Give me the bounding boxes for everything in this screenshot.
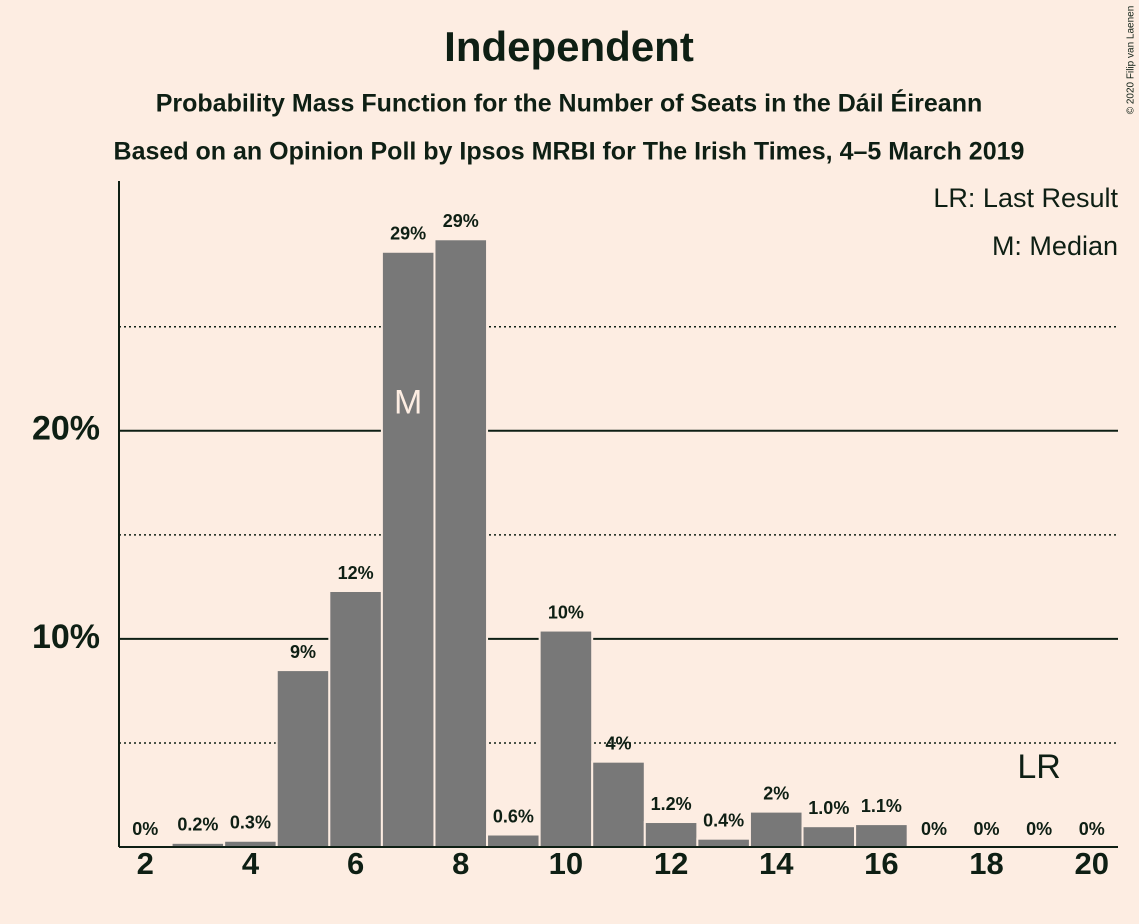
x-tick-label: 18 [969, 846, 1003, 881]
value-label: 4% [605, 733, 631, 753]
chart-subtitle: Probability Mass Function for the Number… [156, 89, 983, 118]
value-label: 29% [443, 211, 479, 231]
x-tick-label: 12 [654, 846, 688, 881]
y-tick-label: 10% [32, 618, 100, 656]
value-label: 0% [1079, 819, 1105, 839]
value-label: 0.6% [493, 806, 534, 826]
x-tick-label: 2 [137, 846, 154, 881]
value-label: 1.0% [808, 798, 849, 818]
bar [538, 629, 594, 848]
bar [591, 760, 646, 849]
legend-entry: LR: Last Result [933, 183, 1118, 213]
value-label: 0% [974, 819, 1000, 839]
marker-label: LR [1017, 748, 1060, 786]
value-label: 9% [290, 642, 316, 662]
value-label: 0% [132, 819, 158, 839]
x-tick-label: 10 [549, 846, 583, 881]
bar [486, 833, 541, 849]
value-label: 0.4% [703, 810, 744, 830]
bar [854, 823, 909, 849]
bar [748, 810, 804, 849]
bar [275, 669, 331, 848]
bar [380, 250, 436, 848]
y-tick-label: 20% [32, 410, 100, 448]
value-label: 10% [548, 602, 584, 622]
value-label: 2% [763, 783, 789, 803]
value-label: 12% [338, 563, 374, 583]
bar [433, 238, 489, 848]
x-tick-label: 8 [452, 846, 469, 881]
bar [801, 825, 857, 848]
bar [328, 590, 383, 848]
copyright: © 2020 Filip van Laenen [1126, 6, 1137, 115]
x-tick-label: 6 [347, 846, 364, 881]
value-label: 1.2% [651, 794, 692, 814]
value-label: 0% [1026, 819, 1052, 839]
value-label: 1.1% [861, 796, 902, 816]
value-label: 0.3% [230, 813, 271, 833]
value-label: 29% [390, 224, 426, 244]
x-tick-label: 4 [242, 846, 260, 881]
chart-subtitle: Based on an Opinion Poll by Ipsos MRBI f… [114, 138, 1025, 166]
x-tick-label: 16 [864, 846, 898, 881]
bar [643, 821, 699, 849]
x-tick-label: 20 [1074, 846, 1108, 881]
chart-title: Independent [444, 23, 694, 70]
value-label: 0% [921, 819, 947, 839]
marker-label: M [394, 383, 422, 421]
value-label: 0.2% [177, 815, 218, 835]
bar [696, 837, 751, 848]
x-tick-label: 14 [759, 846, 794, 881]
legend-entry: M: Median [992, 231, 1118, 261]
